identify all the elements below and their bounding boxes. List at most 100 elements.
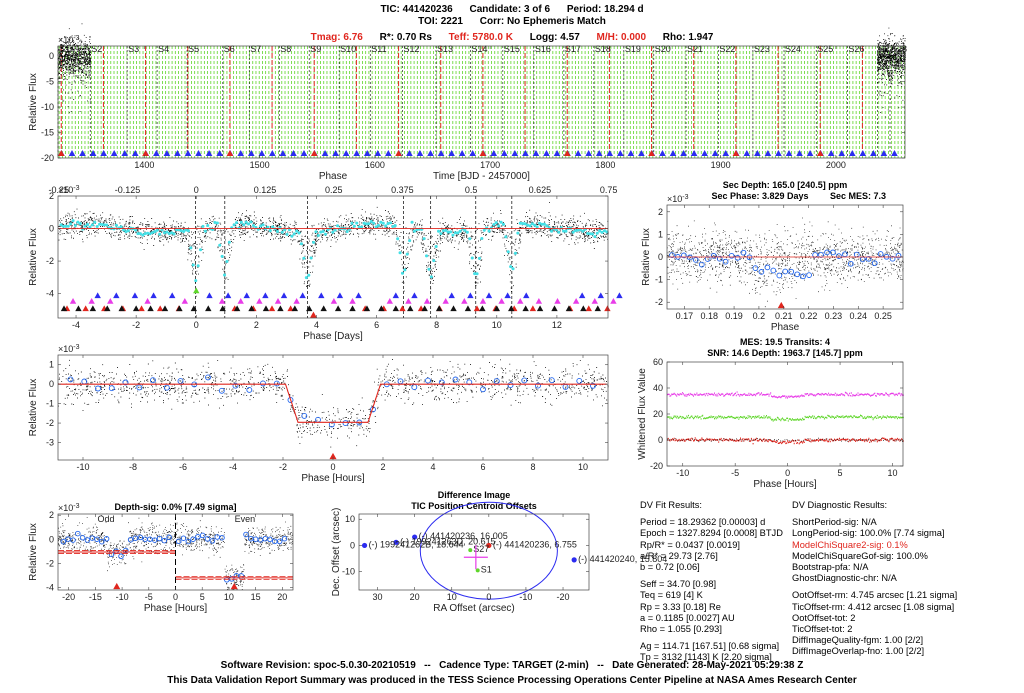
- transit-marker-blue: [68, 150, 76, 156]
- phase-days-marker-black: [392, 305, 400, 312]
- secondary-xtick-label: 0.24: [850, 311, 868, 321]
- phase-days-top-tick: 0.375: [391, 185, 414, 195]
- diag-short-period: ShortPeriod-sig: N/A: [792, 517, 877, 528]
- phase-days-xtick-label: 4: [314, 320, 319, 330]
- transit-marker-blue: [648, 150, 656, 156]
- odd-even-binned: [137, 534, 144, 541]
- logg-value: Logg: 4.57: [529, 32, 580, 43]
- sector-label: S6: [224, 44, 235, 54]
- transit-marker-blue: [216, 150, 223, 156]
- phase-hours-binned: [232, 382, 239, 389]
- secondary-binned: [716, 255, 723, 262]
- whitened-xtick-label: -5: [731, 468, 739, 478]
- secondary-binned: [842, 251, 848, 258]
- phase-days-marker-black: [161, 305, 169, 312]
- odd-marker: [113, 582, 121, 590]
- transit-marker-blue: [142, 150, 150, 156]
- transit-marker-blue: [543, 150, 550, 156]
- transit-marker-blue: [870, 150, 877, 156]
- centroid-ylabel: Dec. Offset (arcsec): [331, 508, 342, 597]
- phase-days-marker: [616, 292, 623, 299]
- secondary-title-mes: Sec MES: 7.3: [830, 191, 886, 201]
- centroid-xtick-label: 0: [486, 592, 491, 602]
- phase-hours-binned: [260, 380, 266, 387]
- odd-even-binned: [65, 536, 71, 542]
- sector-label: S28: [891, 44, 907, 54]
- transit-marker-blue: [448, 150, 455, 156]
- phase-days-ytick-label: 0: [49, 224, 54, 234]
- phase-days-marker: [293, 298, 300, 304]
- sector-label: S10: [340, 44, 356, 54]
- phase-days-marker: [529, 305, 537, 312]
- transit-marker-blue: [564, 150, 571, 156]
- transit-marker-red: [648, 150, 655, 156]
- phase-days-marker: [361, 305, 369, 312]
- rstar-value: R*: 0.70 Rs: [379, 32, 432, 43]
- phase-hours-binned: [383, 381, 390, 388]
- secondary-binned: [818, 252, 824, 258]
- footer-sep-1: --: [424, 660, 431, 671]
- phase-hours-binned: [108, 385, 115, 392]
- s1-label: S1: [481, 564, 492, 574]
- nearby-star: [571, 557, 577, 563]
- secondary-ytick-label: 2: [658, 207, 663, 217]
- secondary-binned: [692, 257, 699, 263]
- sector-label: S13: [437, 44, 453, 54]
- full-xtick-label: 2000: [826, 160, 846, 170]
- phase-hours-binned: [177, 378, 184, 385]
- whitened-series: [667, 391, 904, 399]
- tic-id: TIC: 441420236: [380, 4, 453, 15]
- transit-marker-blue: [743, 150, 751, 156]
- phase-days-marker: [554, 298, 561, 304]
- phase-days-top-xlabel: Phase: [319, 171, 348, 182]
- phase-hours-binned: [480, 386, 486, 393]
- software-revision: Software Revision: spoc-5.0.30-20210519: [220, 660, 416, 671]
- phase-days-top-tick: 0.75: [600, 185, 618, 195]
- mh-value: M/H: 0.000: [596, 32, 647, 43]
- odd-even-xtick-label: -15: [89, 592, 102, 602]
- phase-days-marker: [224, 292, 232, 299]
- phase-hours-binned: [273, 380, 280, 387]
- secondary-ytick-label: -1: [655, 275, 663, 285]
- phase-days-marker: [399, 305, 406, 312]
- phase-days-marker: [355, 292, 362, 299]
- centroid-frame: [358, 513, 590, 591]
- transit-marker-blue: [732, 150, 740, 156]
- sector-label: S8: [280, 44, 291, 54]
- phase-days-marker-black: [291, 305, 299, 312]
- odd-even-ylabel: Relative Flux: [28, 523, 39, 581]
- secondary-marker: [309, 311, 317, 318]
- phase-hours-binned: [246, 386, 253, 393]
- odd-even-binned: [180, 535, 187, 541]
- odd-even-binned: [84, 537, 91, 543]
- secondary-binned: [770, 267, 777, 274]
- phase-hours-binned: [342, 420, 349, 427]
- phase-days-marker-black: [464, 305, 472, 312]
- sector-label: S9: [310, 44, 321, 54]
- nearby-star: [393, 539, 399, 545]
- dv-fit-results: DV Fit Results: Period = 18.29362 [0.000…: [640, 500, 783, 664]
- phase-days-marker: [380, 305, 387, 312]
- phase-days-marker-black: [435, 305, 443, 312]
- phase-days-marker: [411, 292, 418, 299]
- phase-days-marker: [448, 292, 455, 299]
- date-generated: Date Generated: 28-May-2021 05:29:38 Z: [612, 660, 804, 671]
- secondary-ytick-label: 0: [658, 252, 663, 262]
- phase-hours-xtick-label: -10: [76, 462, 89, 472]
- secondary-xtick-label: 0.21: [775, 311, 793, 321]
- transit-marker-blue: [363, 150, 371, 156]
- transit-marker-blue: [226, 150, 234, 156]
- transit-marker-blue: [638, 150, 645, 156]
- phase-days-marker: [442, 298, 449, 304]
- phase-hours-binned: [452, 376, 459, 383]
- phase-days-marker: [336, 292, 344, 299]
- phase-days-ytick-label: 2: [49, 191, 54, 201]
- whitened-ytick-label: 0: [658, 435, 663, 445]
- phase-days-marker: [591, 298, 598, 304]
- odd-even-binned: [151, 537, 158, 543]
- diag-chisq2: ModelChiSquare2-sig: 0.1%: [792, 539, 908, 550]
- phase-days-marker: [566, 305, 574, 312]
- phase-days-marker: [517, 298, 524, 304]
- teff-value: Teff: 5780.0 K: [448, 32, 513, 43]
- transit-marker-blue: [595, 150, 603, 156]
